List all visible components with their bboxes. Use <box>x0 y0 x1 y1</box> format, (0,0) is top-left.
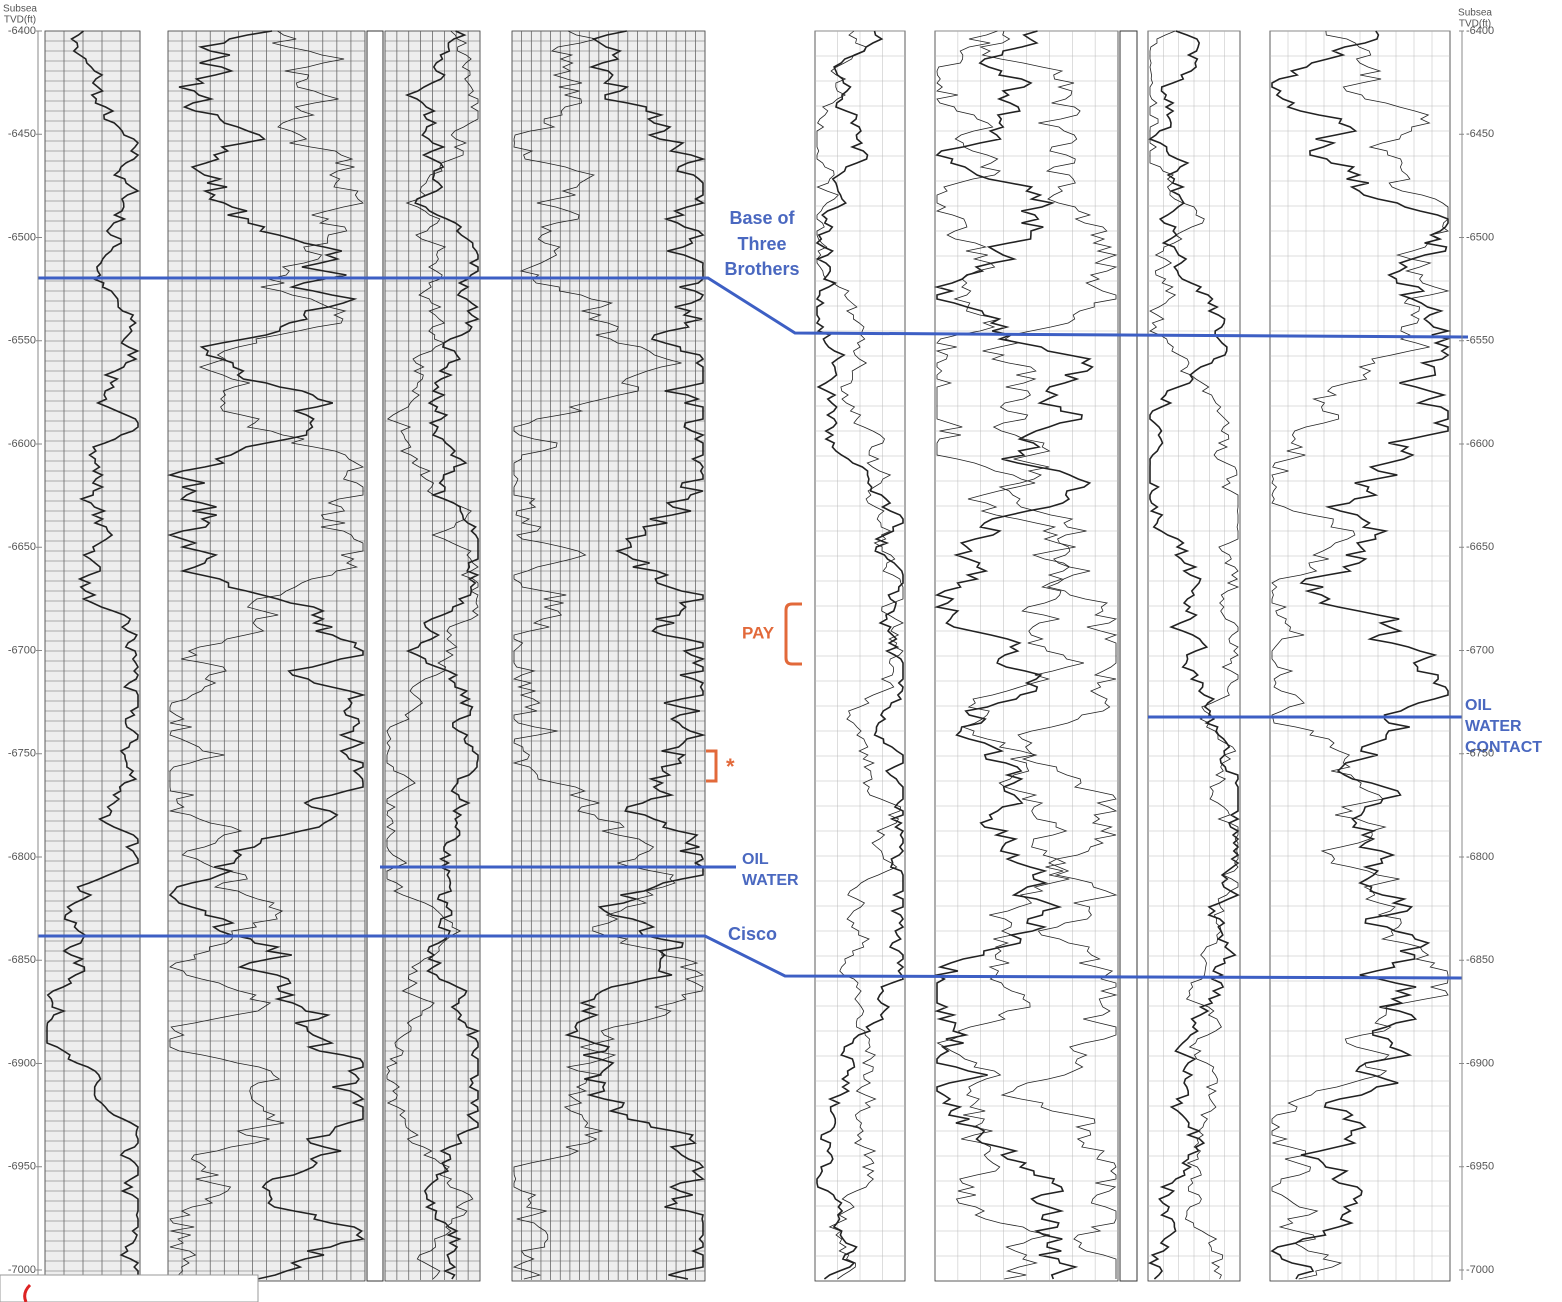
y-tick-label: -7000 <box>8 1264 36 1276</box>
y-tick-label: -6950 <box>8 1161 36 1173</box>
y-tick-label: -6700 <box>1466 644 1494 656</box>
y-tick-label: -6450 <box>1466 128 1494 140</box>
y-tick-label: -6750 <box>8 748 36 760</box>
label: WATER <box>1465 718 1522 735</box>
label: PAY <box>742 623 775 642</box>
log-curve <box>1149 30 1240 1280</box>
y-tick-label: -6900 <box>8 1057 36 1069</box>
correlation-line <box>38 276 1469 339</box>
y-tick-label: -6400 <box>8 25 36 37</box>
label: Three <box>737 234 786 254</box>
y-tick-label: -7000 <box>1466 1264 1494 1276</box>
y-tick-label: -6400 <box>1466 25 1494 37</box>
log-curve <box>169 30 365 1280</box>
log-curve <box>46 30 140 1280</box>
y-tick-label: -6950 <box>1466 1161 1494 1173</box>
axis-title: Subsea <box>3 4 37 15</box>
log-tracks <box>44 30 1452 1282</box>
log-curve <box>386 30 479 1280</box>
label: Base of <box>729 208 795 228</box>
pay-bracket <box>784 602 802 666</box>
log-curve <box>1148 30 1240 1280</box>
star-bracket <box>706 749 718 783</box>
label: Cisco <box>728 924 777 944</box>
logo-box <box>0 1274 259 1302</box>
log-curve <box>815 30 905 1280</box>
label: CONTACT <box>1465 739 1542 756</box>
log-curve <box>1271 30 1450 1280</box>
depth-column <box>366 30 384 1282</box>
axis-title: TVD(ft) <box>4 15 36 26</box>
y-tick-label: -6800 <box>8 851 36 863</box>
log-curve <box>816 30 904 1280</box>
correlation-line <box>38 934 1463 980</box>
y-tick-label: -6550 <box>1466 335 1494 347</box>
label: Brothers <box>724 259 799 279</box>
y-tick-label: -6700 <box>8 644 36 656</box>
y-tick-label: -6550 <box>8 335 36 347</box>
log-curve <box>404 30 481 1280</box>
logo <box>23 1283 32 1302</box>
track <box>44 30 141 1282</box>
y-tick-label: -6500 <box>8 231 36 243</box>
y-tick-label: -6850 <box>1466 954 1494 966</box>
annotations: Base of Three Brothers OIL WATER Cisco P… <box>38 208 1542 980</box>
label: * <box>726 754 735 779</box>
y-tick-label: -6600 <box>1466 438 1494 450</box>
y-tick-label: -6800 <box>1466 851 1494 863</box>
depth-axes: Subsea TVD(ft) Subsea TVD(ft) -6400 -6400… <box>3 4 1494 1280</box>
depth-column <box>1119 30 1138 1282</box>
log-curve <box>936 30 1118 1280</box>
label: WATER <box>742 872 799 889</box>
log-curve <box>935 30 1118 1279</box>
y-tick-label: -6450 <box>8 128 36 140</box>
y-tick-label: -6600 <box>8 438 36 450</box>
axis-title: TVD(ft) <box>1459 19 1491 30</box>
y-tick-label: -6900 <box>1466 1057 1494 1069</box>
label: OIL <box>742 851 769 868</box>
y-tick-label: -6750 <box>1466 748 1494 760</box>
y-tick-label: -6850 <box>8 954 36 966</box>
y-tick-label: -6650 <box>8 541 36 553</box>
log-curve <box>167 30 366 1280</box>
log-curve <box>512 30 705 1280</box>
axis-title: Subsea <box>1458 8 1492 19</box>
log-curve <box>1270 30 1452 1280</box>
log-curve <box>564 30 706 1280</box>
label: OIL <box>1465 697 1492 714</box>
log-curve <box>933 30 1094 1280</box>
y-tick-label: -6650 <box>1466 541 1494 553</box>
y-tick-label: -6500 <box>1466 231 1494 243</box>
